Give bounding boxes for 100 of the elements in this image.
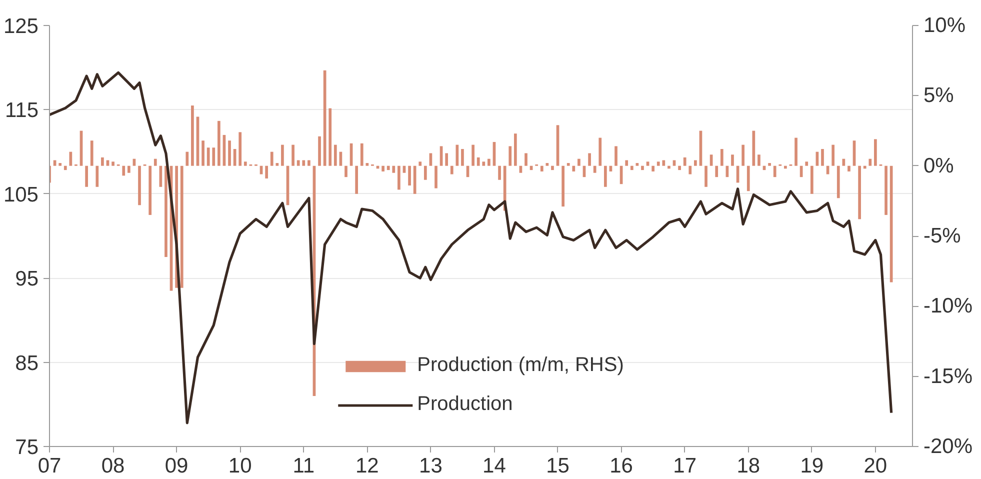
bar bbox=[551, 166, 554, 170]
bar bbox=[858, 166, 861, 220]
y-tick-label: 75 bbox=[15, 436, 38, 459]
bar bbox=[742, 144, 745, 166]
bar bbox=[450, 166, 454, 174]
bar bbox=[64, 166, 67, 170]
bar bbox=[588, 153, 591, 166]
bar bbox=[773, 166, 776, 178]
bar bbox=[138, 166, 141, 206]
bar bbox=[90, 140, 94, 166]
bar bbox=[784, 166, 787, 169]
y-tick-label: 105 bbox=[3, 183, 39, 206]
bar bbox=[334, 144, 337, 166]
bar bbox=[434, 166, 438, 188]
x-tick-label: 13 bbox=[419, 454, 442, 478]
legend-label: Production (m/m, RHS) bbox=[417, 354, 624, 377]
x-tick-label: 15 bbox=[546, 454, 570, 478]
x-tick-label: 08 bbox=[101, 454, 125, 478]
y-tick-label: 115 bbox=[5, 99, 39, 122]
bar bbox=[810, 166, 814, 194]
bar bbox=[292, 144, 294, 166]
x-tick-label: 10 bbox=[228, 454, 252, 478]
x-tick-label: 12 bbox=[355, 454, 379, 478]
bar bbox=[821, 148, 824, 166]
y2-tick-label: -5% bbox=[924, 224, 961, 248]
bar bbox=[863, 166, 866, 169]
bar bbox=[101, 157, 104, 166]
bar bbox=[53, 160, 56, 166]
y-tick-label: 95 bbox=[15, 268, 38, 291]
bar bbox=[386, 166, 390, 170]
bar bbox=[656, 162, 660, 166]
bar bbox=[836, 166, 840, 198]
bar bbox=[445, 153, 448, 166]
bar bbox=[202, 140, 204, 166]
bar bbox=[482, 162, 486, 166]
bar bbox=[58, 163, 62, 166]
bar bbox=[472, 144, 474, 166]
y2-tick-label: -15% bbox=[924, 364, 973, 388]
bar bbox=[191, 105, 194, 166]
bar bbox=[694, 160, 697, 166]
bar bbox=[593, 166, 596, 173]
bar bbox=[598, 138, 602, 166]
bar bbox=[212, 148, 216, 166]
x-tick-label: 16 bbox=[610, 454, 633, 478]
bar bbox=[498, 166, 501, 180]
bar bbox=[832, 144, 835, 166]
bar bbox=[238, 132, 242, 166]
bar bbox=[890, 166, 893, 282]
bar bbox=[366, 163, 369, 166]
bar bbox=[112, 162, 114, 166]
bar bbox=[672, 160, 676, 166]
y2-tick-label: 0% bbox=[924, 154, 954, 178]
bar bbox=[344, 166, 348, 178]
bar bbox=[360, 143, 364, 166]
bar bbox=[408, 166, 411, 186]
bar bbox=[85, 166, 88, 187]
y-tick-label: 85 bbox=[15, 352, 38, 375]
bar bbox=[281, 144, 284, 166]
bar bbox=[228, 140, 231, 166]
x-tick-label: 17 bbox=[673, 454, 697, 478]
bar bbox=[715, 166, 718, 178]
bar bbox=[868, 158, 872, 166]
bar bbox=[731, 154, 734, 166]
bar bbox=[392, 166, 396, 173]
bar bbox=[646, 162, 650, 166]
bar bbox=[148, 166, 152, 215]
y2-tick-label: 10% bbox=[924, 14, 966, 37]
bar bbox=[636, 163, 639, 166]
bar bbox=[566, 163, 570, 166]
bar bbox=[382, 166, 384, 172]
bar bbox=[625, 160, 628, 166]
y2-tick-label: -10% bbox=[924, 294, 973, 318]
legend-label: Production bbox=[417, 393, 513, 416]
bar bbox=[848, 166, 850, 172]
bar bbox=[429, 153, 432, 166]
bar bbox=[614, 146, 618, 166]
bar bbox=[884, 166, 888, 215]
bar bbox=[424, 166, 427, 180]
bar bbox=[398, 166, 400, 190]
bar bbox=[476, 157, 480, 166]
bar bbox=[752, 130, 756, 166]
bar bbox=[704, 166, 708, 187]
bar bbox=[562, 166, 564, 207]
x-tick-label: 11 bbox=[292, 454, 315, 478]
bar bbox=[418, 162, 422, 166]
bar bbox=[572, 166, 576, 172]
line-series bbox=[50, 71, 893, 424]
bar bbox=[578, 158, 580, 166]
bar bbox=[524, 153, 528, 166]
bar bbox=[206, 148, 210, 166]
bar bbox=[355, 166, 358, 194]
bar bbox=[318, 136, 321, 166]
bar bbox=[746, 166, 750, 192]
bar bbox=[270, 152, 274, 166]
bar bbox=[842, 158, 846, 166]
bar bbox=[514, 134, 517, 166]
bar bbox=[180, 166, 184, 288]
bar bbox=[186, 152, 189, 166]
bar bbox=[302, 160, 306, 166]
x-tick-label: 19 bbox=[800, 454, 824, 478]
